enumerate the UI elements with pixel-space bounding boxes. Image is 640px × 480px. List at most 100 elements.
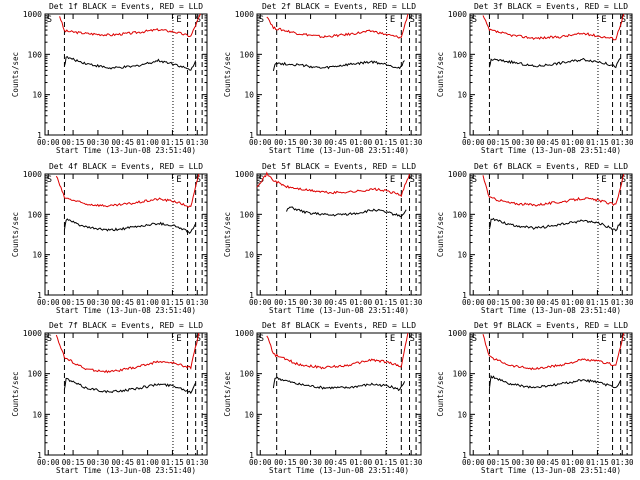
marker-label: S [410,175,415,185]
x-tick-label: 01:00 [136,138,159,147]
y-tick-label: 100 [28,50,43,59]
x-tick-label: 00:00 [249,298,272,307]
marker-label: S [47,15,52,25]
x-tick-label: 01:00 [561,458,584,467]
y-tick-label: 1 [462,451,467,460]
marker-label: S [472,15,477,25]
x-tick-label: 00:00 [37,298,60,307]
x-tick-label: 00:15 [487,298,510,307]
y-tick-label: 100 [453,50,468,59]
marker-label: E [601,175,606,185]
marker-label: S [472,175,477,185]
x-tick-label: 01:15 [161,138,184,147]
x-tick-label: 00:45 [324,138,347,147]
y-tick-label: 1 [37,291,42,300]
x-tick-label: 00:30 [512,298,535,307]
x-tick-label: 00:15 [274,138,297,147]
marker-label: S [196,15,201,25]
y-tick-label: 1000 [23,329,42,338]
y-tick-label: 100 [453,210,468,219]
y-tick-label: 1000 [235,329,254,338]
y-tick-label: 1 [249,291,254,300]
x-tick-label: 01:15 [375,298,398,307]
marker-label: E [390,15,395,25]
chart-title: Det 8f BLACK = Events, RED = LLD [262,321,416,330]
x-tick-label: 00:30 [87,298,110,307]
x-tick-label: 01:15 [586,298,609,307]
series-line-events [272,60,405,72]
series-line-events [63,55,197,71]
chart-title: Det 4f BLACK = Events, RED = LLD [49,162,203,171]
y-tick-label: 10 [244,91,254,100]
marker-label: S [410,334,415,344]
plot-frame [256,13,422,136]
y-tick-label: 100 [240,370,255,379]
marker-label: S [47,175,52,185]
x-tick-label: 01:00 [350,298,373,307]
y-tick-label: 1 [462,291,467,300]
y-tick-label: 100 [28,210,43,219]
y-tick-label: 100 [28,370,43,379]
x-tick-label: 00:15 [274,298,297,307]
series-line-lld [55,332,200,374]
y-axis-label: Counts/sec [223,52,232,97]
series-line-lld [59,13,201,37]
x-tick-label: 01:15 [586,458,609,467]
x-tick-label: 00:45 [111,138,134,147]
y-tick-label: 10 [32,410,42,419]
plot-frame [44,173,208,296]
x-tick-label: 01:15 [586,138,609,147]
x-axis-label: Start Time (13-Jun-08 23:51:40) [269,306,409,315]
marker-label: E [601,334,606,344]
x-tick-label: 00:45 [111,298,134,307]
y-tick-label: 1000 [448,10,467,19]
x-tick-label: 01:00 [136,458,159,467]
marker-label: S [621,334,626,344]
marker-label: S [410,15,415,25]
x-tick-label: 01:15 [375,458,398,467]
x-axis-label: Start Time (13-Jun-08 23:51:40) [56,306,196,315]
x-axis-label: Start Time (13-Jun-08 23:51:40) [269,466,409,475]
chart-panel-5: Det 5f BLACK = Events, RED = LLD 1 10 100 10… [223,162,423,315]
y-tick-label: 1000 [448,170,467,179]
chart-title: Det 6f BLACK = Events, RED = LLD [474,162,628,171]
series-line-events [63,377,197,395]
chart-panel-8: Det 8f BLACK = Events, RED = LLD 1 10 100 10… [223,321,423,475]
x-tick-label: 01:00 [350,138,373,147]
plot-frame [469,332,633,456]
x-tick-label: 00:45 [536,138,559,147]
marker-label: E [601,15,606,25]
x-tick-label: 00:45 [324,458,347,467]
x-tick-label: 01:30 [400,138,423,147]
x-tick-label: 00:15 [487,458,510,467]
y-axis-label: Counts/sec [436,212,445,257]
y-axis-label: Counts/sec [223,371,232,416]
x-tick-label: 01:30 [611,458,634,467]
y-tick-label: 1 [37,451,42,460]
x-tick-label: 01:00 [350,458,373,467]
y-axis-label: Counts/sec [223,212,232,257]
chart-panel-2: Det 2f BLACK = Events, RED = LLD 1 10 100 10… [223,2,423,155]
chart-panel-1: Det 1f BLACK = Events, RED = LLD 1 10 100 10… [11,2,209,155]
plot-frame [256,173,422,296]
y-axis-label: Counts/sec [436,52,445,97]
marker-label: S [472,334,477,344]
y-tick-label: 10 [457,91,467,100]
y-tick-label: 1 [462,131,467,140]
y-tick-label: 10 [457,410,467,419]
x-axis-label: Start Time (13-Jun-08 23:51:40) [481,146,621,155]
chart-panel-7: Det 7f BLACK = Events, RED = LLD 1 10 100 10… [11,321,209,475]
plot-frame [469,13,633,136]
marker-label: S [621,15,626,25]
marker-label: S [196,175,201,185]
chart-panel-6: Det 6f BLACK = Events, RED = LLD 1 10 100 10… [436,162,634,315]
series-line-lld [482,13,625,41]
y-tick-label: 100 [453,370,468,379]
marker-label: S [259,175,264,185]
chart-panel-4: Det 4f BLACK = Events, RED = LLD 1 10 100 10… [11,162,209,315]
y-tick-label: 10 [457,251,467,260]
x-tick-label: 00:30 [512,138,535,147]
chart-panel-3: Det 3f BLACK = Events, RED = LLD 1 10 100 10… [436,2,634,155]
x-tick-label: 00:30 [512,458,535,467]
